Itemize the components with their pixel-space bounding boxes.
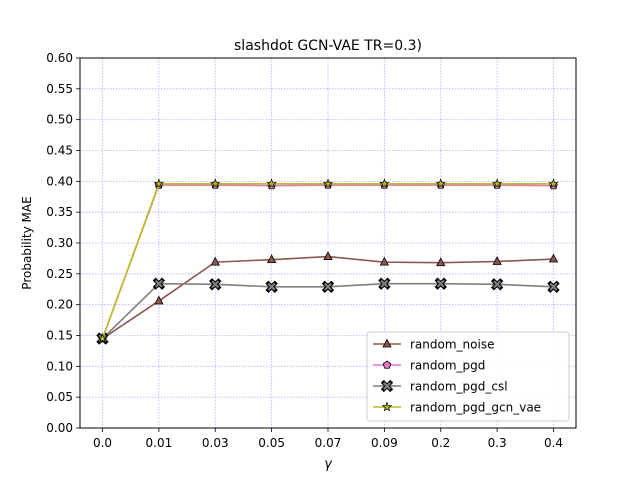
series-random_noise	[97, 251, 559, 342]
data-point	[154, 295, 164, 305]
x-tick-label: 0.09	[371, 436, 398, 450]
legend-marker	[380, 379, 394, 393]
data-point	[547, 280, 560, 293]
data-point	[210, 256, 220, 266]
data-point	[265, 280, 278, 293]
data-point	[379, 178, 390, 189]
legend-label: random_pgd_csl	[410, 380, 508, 394]
x-axis-label: γ	[324, 457, 333, 472]
data-point	[209, 278, 222, 291]
data-point	[323, 251, 333, 260]
legend-item: random_pgd	[373, 359, 485, 373]
legend-label: random_noise	[410, 338, 494, 352]
data-point	[491, 178, 503, 189]
data-point	[435, 178, 447, 189]
series-layer	[96, 178, 560, 345]
x-tick-label: 0.03	[202, 436, 229, 450]
legend-item: random_pgd_gcn_vae	[373, 401, 541, 415]
data-point	[152, 277, 166, 290]
y-tick-label: 0.00	[46, 421, 73, 435]
series-random_pgd_gcn_vae	[97, 178, 559, 344]
x-tick-label: 0.0	[93, 436, 112, 450]
data-point	[266, 254, 277, 264]
marker-x-fill	[436, 279, 445, 288]
marker-x-fill	[267, 282, 276, 291]
marker-x-fill	[549, 282, 558, 291]
legend-item: random_pgd_csl	[373, 380, 508, 394]
y-tick-label: 0.25	[46, 267, 73, 281]
marker-x-fill	[383, 382, 391, 390]
x-tick-label: 0.05	[258, 436, 285, 450]
legend: random_noise random_pgd random_pgd_cslrand…	[366, 331, 570, 422]
data-point	[490, 278, 504, 291]
y-tick-label: 0.05	[46, 390, 73, 404]
legend-label: random_pgd	[410, 359, 485, 373]
axes: 0.00 0.05 0.10 0.15 0.20 0.25 0.30 0.35 0.40 0.45…	[46, 51, 563, 450]
legend-marker	[382, 338, 392, 348]
x-tick-label: 0.01	[146, 436, 173, 450]
y-tick-label: 0.40	[46, 174, 73, 188]
data-point	[153, 178, 165, 189]
x-tick-label: 0.4	[544, 436, 563, 450]
y-tick-label: 0.55	[46, 82, 73, 96]
chart-title: slashdot GCN-VAE TR=0.3)	[234, 38, 422, 54]
data-point	[436, 257, 446, 267]
data-point	[97, 333, 108, 344]
legend-item: random_noise	[373, 338, 494, 352]
y-tick-label: 0.15	[46, 329, 73, 343]
x-tick-label: 0.07	[315, 436, 342, 450]
y-tick-label: 0.20	[46, 298, 73, 312]
data-point	[378, 277, 391, 290]
data-point	[492, 256, 502, 265]
y-tick-label: 0.50	[46, 113, 73, 127]
y-tick-label: 0.45	[46, 144, 73, 158]
marker-x-fill	[493, 280, 502, 289]
marker-x-fill	[154, 279, 163, 288]
data-point	[266, 178, 277, 189]
legend-marker	[381, 401, 393, 412]
legend-label: random_pgd_gcn_vae	[410, 401, 541, 415]
data-point	[548, 178, 559, 189]
marker-x-fill	[380, 279, 389, 288]
data-point	[434, 277, 447, 290]
series-random_pgd_csl	[96, 277, 560, 345]
marker-x-fill	[211, 280, 220, 289]
y-tick-label: 0.60	[46, 51, 73, 65]
legend-box	[366, 331, 570, 422]
y-tick-label: 0.30	[46, 236, 73, 250]
y-axis-label: Probability MAE	[20, 196, 34, 289]
marker-x-fill	[324, 282, 332, 291]
y-tick-label: 0.35	[46, 205, 73, 219]
y-tick-label: 0.10	[46, 359, 73, 373]
x-tick-label: 0.3	[488, 436, 507, 450]
data-point	[379, 256, 390, 266]
data-point	[548, 253, 559, 263]
data-point	[322, 178, 334, 189]
data-point	[321, 280, 335, 293]
data-point	[209, 178, 221, 189]
legend-marker	[382, 360, 392, 369]
x-tick-label: 0.2	[431, 436, 450, 450]
